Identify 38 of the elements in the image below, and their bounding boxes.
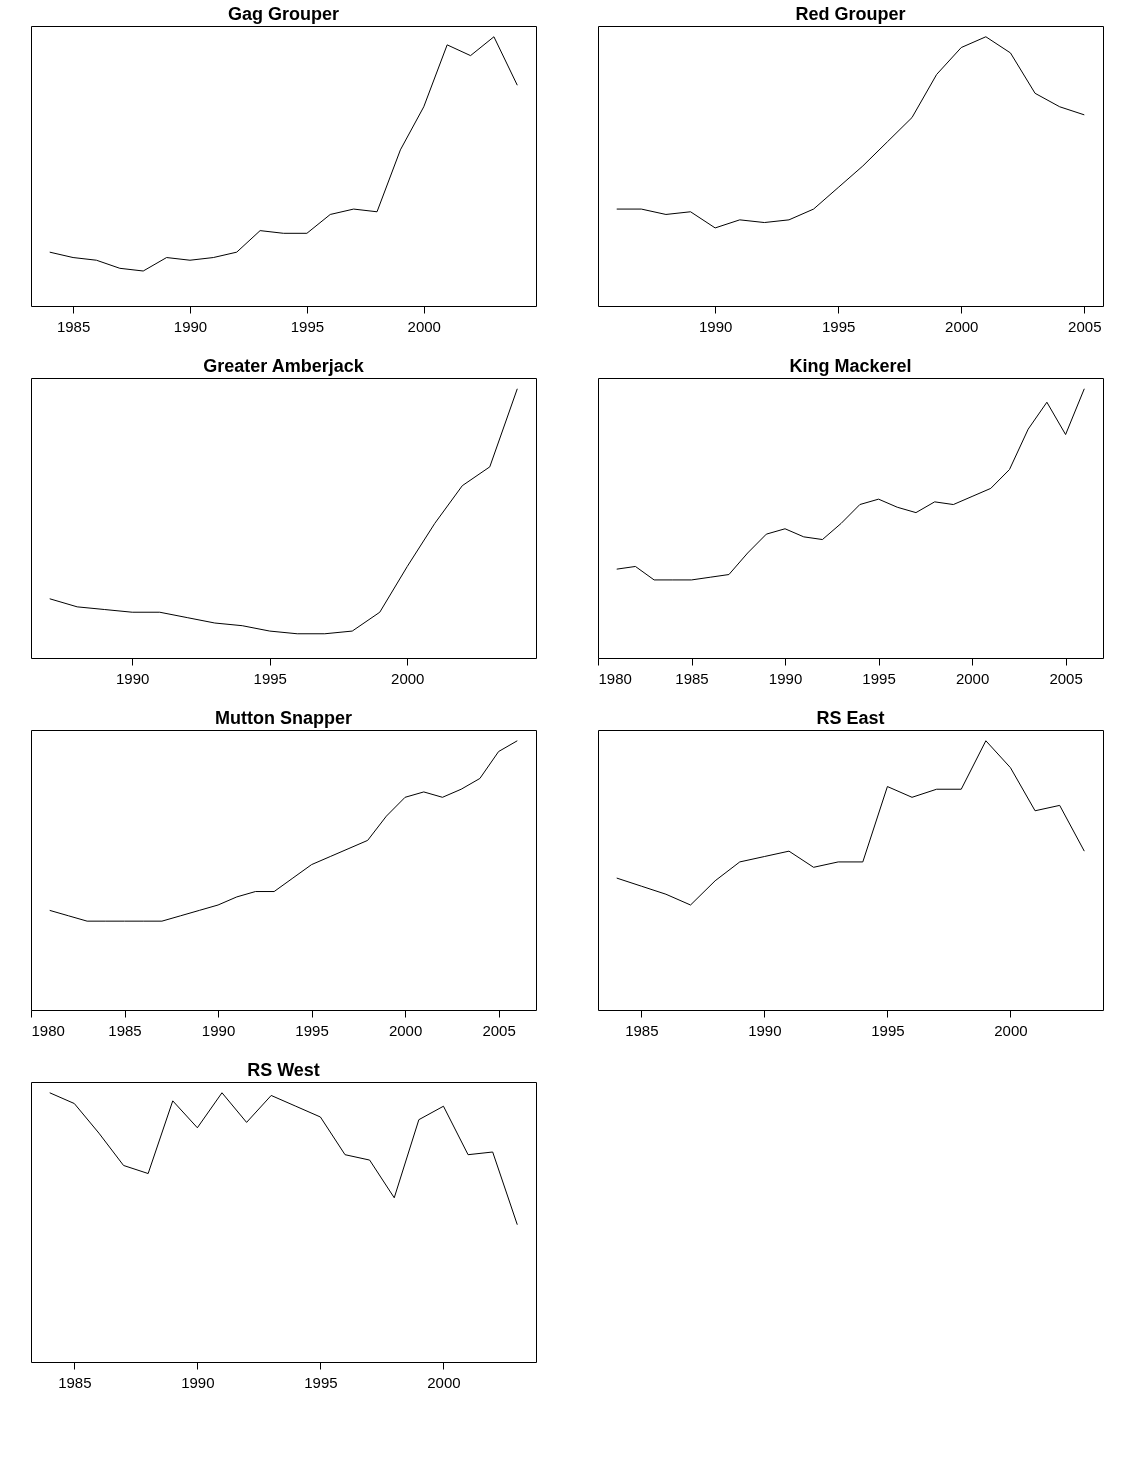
x-tick-label: 1990 (173, 317, 208, 335)
chart-title: Mutton Snapper (215, 708, 352, 728)
x-tick-label: 1995 (253, 669, 287, 687)
chart-title: RS West (247, 1060, 320, 1080)
x-tick-label: 2000 (994, 1021, 1028, 1039)
x-tick-label: 2000 (427, 1373, 461, 1391)
x-tick-label: 2005 (482, 1021, 516, 1039)
x-tick-label: 2000 (388, 1021, 423, 1039)
x-tick-label: 1985 (58, 1373, 92, 1391)
x-tick-label: 1990 (748, 1021, 782, 1039)
x-tick-label: 1995 (290, 317, 325, 335)
x-tick-label: 1995 (295, 1021, 329, 1039)
x-tick-label: 1995 (304, 1373, 338, 1391)
x-tick-label: 2000 (945, 317, 979, 335)
x-tick-label: 1995 (871, 1021, 905, 1039)
x-tick-label: 1990 (698, 317, 733, 335)
x-tick-label: 1985 (625, 1021, 659, 1039)
x-tick-label: 2005 (1068, 317, 1102, 335)
x-tick-label: 2000 (407, 317, 441, 335)
x-tick-label: 1985 (56, 317, 91, 335)
x-tick-label: 1985 (675, 669, 709, 687)
chart-title: Greater Amberjack (203, 356, 365, 376)
chart-title: King Mackerel (789, 356, 912, 376)
x-tick-label: 2000 (955, 669, 990, 687)
x-tick-label: 1985 (108, 1021, 142, 1039)
x-tick-label: 1990 (116, 669, 150, 687)
x-tick-label: 1995 (822, 317, 856, 335)
x-tick-label: 1980 (598, 669, 632, 687)
x-tick-label: 1980 (31, 1021, 65, 1039)
x-tick-label: 2000 (391, 669, 425, 687)
chart-title: Gag Grouper (227, 4, 340, 24)
x-tick-label: 2005 (1049, 669, 1083, 687)
x-tick-label: 1995 (862, 669, 896, 687)
chart-title: Red Grouper (795, 4, 906, 24)
x-tick-label: 1990 (201, 1021, 236, 1039)
chart-title: RS East (816, 708, 885, 728)
x-tick-label: 1990 (768, 669, 803, 687)
x-tick-label: 1990 (181, 1373, 215, 1391)
